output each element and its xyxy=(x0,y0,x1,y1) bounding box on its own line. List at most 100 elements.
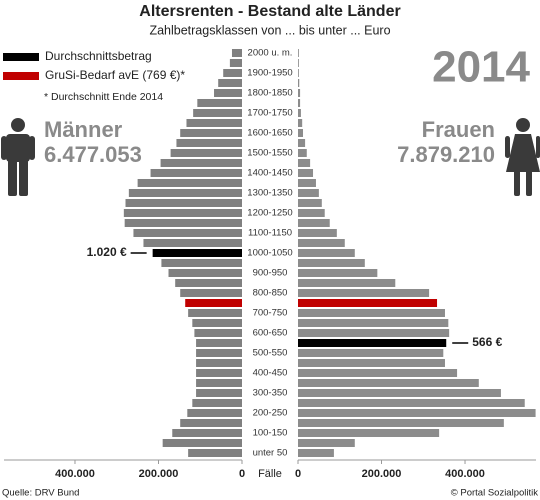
year-label: 2014 xyxy=(432,43,530,92)
bar xyxy=(223,69,242,77)
bar xyxy=(193,109,242,117)
category-label: 1400-1450 xyxy=(247,168,292,179)
bar xyxy=(196,389,242,397)
bar xyxy=(298,299,438,307)
bar xyxy=(160,159,242,167)
legend-swatch xyxy=(3,53,39,61)
bar xyxy=(133,229,242,237)
bar xyxy=(298,239,345,247)
male-icon xyxy=(1,118,35,196)
bar xyxy=(152,249,242,257)
category-label: 1300-1350 xyxy=(247,188,292,199)
bar xyxy=(180,289,242,297)
bar xyxy=(162,439,242,447)
category-label: 1200-1250 xyxy=(247,208,292,219)
bar xyxy=(170,149,242,157)
annotation: 566 € xyxy=(472,335,502,349)
credit: © Portal Sozialpolitik xyxy=(451,488,539,499)
category-label: 200-250 xyxy=(253,408,288,419)
bar xyxy=(298,289,430,297)
bar xyxy=(298,279,396,287)
category-label: 1000-1050 xyxy=(247,248,292,259)
footnote: * Durchschnitt Ende 2014 xyxy=(44,91,163,103)
category-label: 400-450 xyxy=(253,368,288,379)
annotation: 1.020 € xyxy=(87,245,127,259)
legend-swatch xyxy=(3,72,39,80)
bar xyxy=(192,399,242,407)
x-tick-label: 400.000 xyxy=(445,468,485,480)
series-name: Männer xyxy=(44,117,123,142)
legend-label: GruSi-Bedarf avE (769 €)* xyxy=(45,68,185,82)
bar xyxy=(298,229,337,237)
bar xyxy=(175,279,242,287)
bar xyxy=(298,389,501,397)
bar xyxy=(298,149,307,157)
x-tick-label: 400.000 xyxy=(55,468,95,480)
x-tick-label: 200.000 xyxy=(362,468,402,480)
bar xyxy=(186,119,242,127)
series-total: 6.477.053 xyxy=(44,142,142,167)
bar xyxy=(298,399,525,407)
bar xyxy=(298,219,330,227)
category-label: 800-850 xyxy=(253,288,288,299)
bar xyxy=(185,299,242,307)
bar xyxy=(214,89,242,97)
chart-title: Altersrenten - Bestand alte Länder xyxy=(139,3,400,20)
bar xyxy=(196,379,242,387)
bar xyxy=(196,349,242,357)
category-label: 500-550 xyxy=(253,348,288,359)
bar xyxy=(229,59,242,67)
bar xyxy=(187,409,242,417)
chart-subtitle: Zahlbetragsklassen von ... bis unter ...… xyxy=(149,23,390,37)
female-icon xyxy=(505,118,540,196)
bar xyxy=(168,269,242,277)
bar xyxy=(298,349,444,357)
category-label: 300-350 xyxy=(253,388,288,399)
bar xyxy=(172,429,242,437)
bar xyxy=(194,329,242,337)
bar xyxy=(298,179,316,187)
bar xyxy=(298,199,322,207)
category-label: 100-150 xyxy=(253,428,288,439)
bar xyxy=(298,89,301,97)
bar xyxy=(298,109,301,117)
category-label: 1600-1650 xyxy=(247,128,292,139)
bar xyxy=(298,169,314,177)
bar xyxy=(298,379,479,387)
bar xyxy=(298,249,355,257)
bar xyxy=(298,159,311,167)
bar xyxy=(298,419,504,427)
bar xyxy=(298,49,299,57)
bar xyxy=(298,309,445,317)
bar xyxy=(298,329,450,337)
bar xyxy=(196,359,242,367)
bar xyxy=(298,439,355,447)
bar xyxy=(231,49,242,57)
bar xyxy=(196,339,242,347)
x-tick-label: 0 xyxy=(295,468,301,480)
bar xyxy=(143,239,242,247)
category-label: 1700-1750 xyxy=(247,108,292,119)
bar xyxy=(124,219,242,227)
bar xyxy=(298,369,458,377)
bar xyxy=(125,199,242,207)
bar xyxy=(298,449,334,457)
bar xyxy=(176,139,242,147)
bar xyxy=(298,189,319,197)
x-axis-label: Fälle xyxy=(258,468,282,480)
bar xyxy=(298,429,440,437)
series-total: 7.879.210 xyxy=(397,142,495,167)
category-label: 600-650 xyxy=(253,328,288,339)
bar xyxy=(298,99,301,107)
series-name: Frauen xyxy=(422,117,495,142)
bar xyxy=(298,139,306,147)
bar xyxy=(298,339,447,347)
bar xyxy=(161,259,242,267)
bar xyxy=(197,99,242,107)
bar xyxy=(298,59,299,67)
category-label: 1500-1550 xyxy=(247,148,292,159)
x-tick-label: 200.000 xyxy=(139,468,179,480)
bar xyxy=(188,449,242,457)
bar xyxy=(123,209,242,217)
